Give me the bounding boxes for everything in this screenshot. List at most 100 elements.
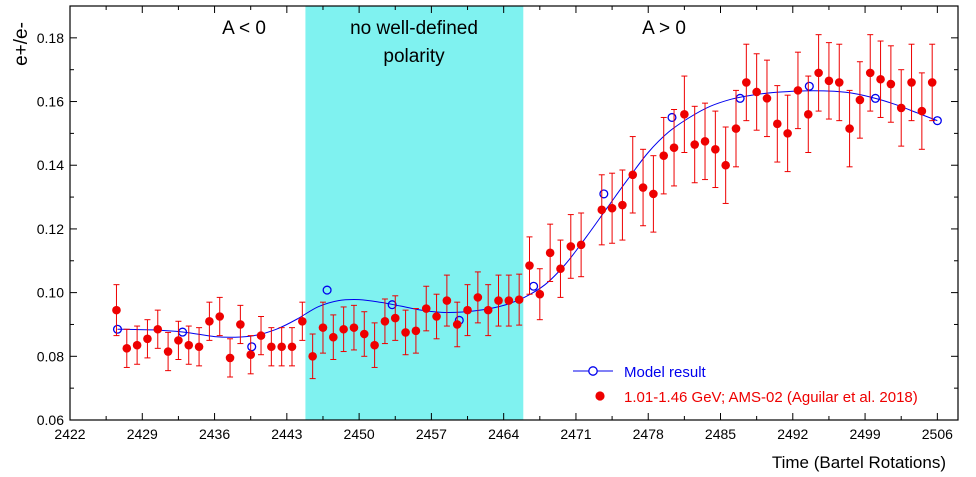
- ams02-data-point: [927, 78, 937, 87]
- ams02-data-point: [483, 305, 493, 315]
- ams02-data-point: [917, 106, 927, 116]
- plot-frame: [69, 5, 959, 421]
- x-tick-label: 2492: [777, 426, 808, 442]
- y-tick-label: 0.08: [37, 348, 64, 364]
- ams02-data-point: [194, 342, 204, 352]
- legend-data-label: 1.01-1.46 GeV; AMS-02 (Aguilar et al. 20…: [624, 389, 918, 406]
- ams02-data-point: [421, 304, 431, 313]
- ams02-data-point: [834, 78, 844, 87]
- x-tick-label: 2450: [344, 426, 375, 442]
- legend-model-marker: [588, 366, 598, 376]
- y-tick-label: 0.10: [37, 285, 64, 301]
- model-marker: [804, 81, 814, 91]
- ams02-data-point: [359, 329, 369, 339]
- ams02-data-point: [215, 312, 225, 321]
- tick-marks-layer: 2422 2429 2436 2443 2450 2457 2464 2471 2478 2485…: [37, 6, 958, 442]
- ams02-data-point: [886, 79, 896, 89]
- x-tick-label: 2478: [633, 426, 664, 442]
- ams02-data-point: [401, 328, 410, 337]
- y-axis-label: e+/e-: [11, 22, 32, 66]
- annotation-no-polarity-line1: no well-defined: [350, 18, 478, 39]
- x-tick-label: 2471: [560, 426, 591, 442]
- model-marker: [322, 285, 332, 295]
- ams02-data-point: [907, 78, 916, 87]
- ams02-data-point: [628, 170, 638, 180]
- x-tick-label: 2457: [416, 426, 447, 442]
- ams02-data-point: [803, 109, 813, 119]
- ams02-data-point: [339, 324, 348, 334]
- ams02-data-point: [174, 336, 183, 345]
- ams02-data-point: [876, 74, 885, 84]
- ams02-data-point: [514, 295, 524, 304]
- ams02-data-point: [566, 242, 576, 251]
- legend: Model result 1.01-1.46 GeV; AMS-02 (Agui…: [573, 364, 918, 406]
- y-tick-label: 0.06: [37, 412, 64, 428]
- ams02-data-point: [463, 305, 472, 315]
- ams02-data-point: [556, 264, 565, 274]
- ams02-data-point: [535, 289, 545, 299]
- ams02-data-point: [649, 189, 658, 199]
- ams02-data-point: [246, 350, 255, 360]
- ams02-data-point: [267, 342, 276, 352]
- x-tick-label: 2422: [54, 426, 85, 442]
- y-tick-label: 0.14: [37, 157, 64, 173]
- annotation-a-positive: A > 0: [642, 18, 686, 39]
- ams02-data-point: [793, 86, 803, 95]
- shaded-region-layer: [305, 6, 524, 420]
- ams02-data-point: [824, 76, 834, 86]
- ams02-data-point: [711, 145, 720, 154]
- ams02-data-point: [814, 68, 823, 78]
- model-marker: [529, 281, 539, 291]
- x-tick-label: 2506: [922, 426, 953, 442]
- ams02-data-point: [380, 316, 390, 326]
- model-marker: [870, 93, 880, 103]
- ams02-data-point: [122, 344, 132, 353]
- ams02-data-point: [607, 203, 617, 213]
- axes-layer: e+/e- Time (Bartel Rotations): [11, 5, 959, 472]
- x-axis-label: Time (Bartel Rotations): [772, 453, 946, 472]
- ams02-data-point: [731, 124, 741, 133]
- ams02-data-point: [473, 293, 483, 302]
- ams02-data-point: [680, 109, 689, 119]
- ams02-data-point: [742, 78, 751, 87]
- ams02-data-point: [525, 261, 534, 270]
- ams02-data-point: [318, 323, 328, 332]
- model-series-layer: [112, 81, 942, 352]
- ams02-data-point: [659, 151, 669, 160]
- ams02-data-point: [618, 200, 627, 210]
- ams02-data-point: [576, 240, 586, 250]
- ams02-data-point: [411, 326, 421, 336]
- ams02-data-point: [773, 119, 782, 129]
- x-tick-label: 2485: [705, 426, 736, 442]
- ams02-data-point: [669, 143, 679, 153]
- ams02-data-point: [545, 248, 555, 258]
- ams02-data-point: [783, 129, 792, 138]
- x-tick-label: 2499: [849, 426, 880, 442]
- x-tick-label: 2436: [199, 426, 230, 442]
- ams02-data-point: [329, 332, 338, 342]
- annotation-no-polarity-line2: polarity: [383, 46, 445, 67]
- annotation-a-negative: A < 0: [222, 18, 266, 39]
- ams02-data-point: [287, 342, 297, 352]
- model-marker: [735, 93, 745, 103]
- ams02-data-point: [865, 68, 875, 78]
- model-marker: [387, 300, 397, 310]
- ams02-data-point: [236, 320, 245, 329]
- ams02-data-point: [308, 352, 317, 361]
- ams02-data-point: [225, 353, 235, 363]
- ams02-data-point: [143, 334, 152, 344]
- ams02-data-point: [452, 320, 462, 329]
- ams02-data-point: [896, 103, 906, 113]
- ams02-data-point: [432, 312, 441, 321]
- ams02-data-point: [256, 331, 266, 340]
- model-marker: [247, 342, 257, 352]
- ams02-data-point: [205, 316, 214, 326]
- ams02-data-point: [112, 305, 121, 315]
- ams02-data-point: [700, 137, 710, 146]
- model-marker: [667, 112, 677, 123]
- model-marker: [112, 324, 123, 334]
- x-tick-label: 2429: [127, 426, 158, 442]
- ams02-data-point: [132, 340, 142, 350]
- x-tick-label: 2464: [488, 426, 519, 442]
